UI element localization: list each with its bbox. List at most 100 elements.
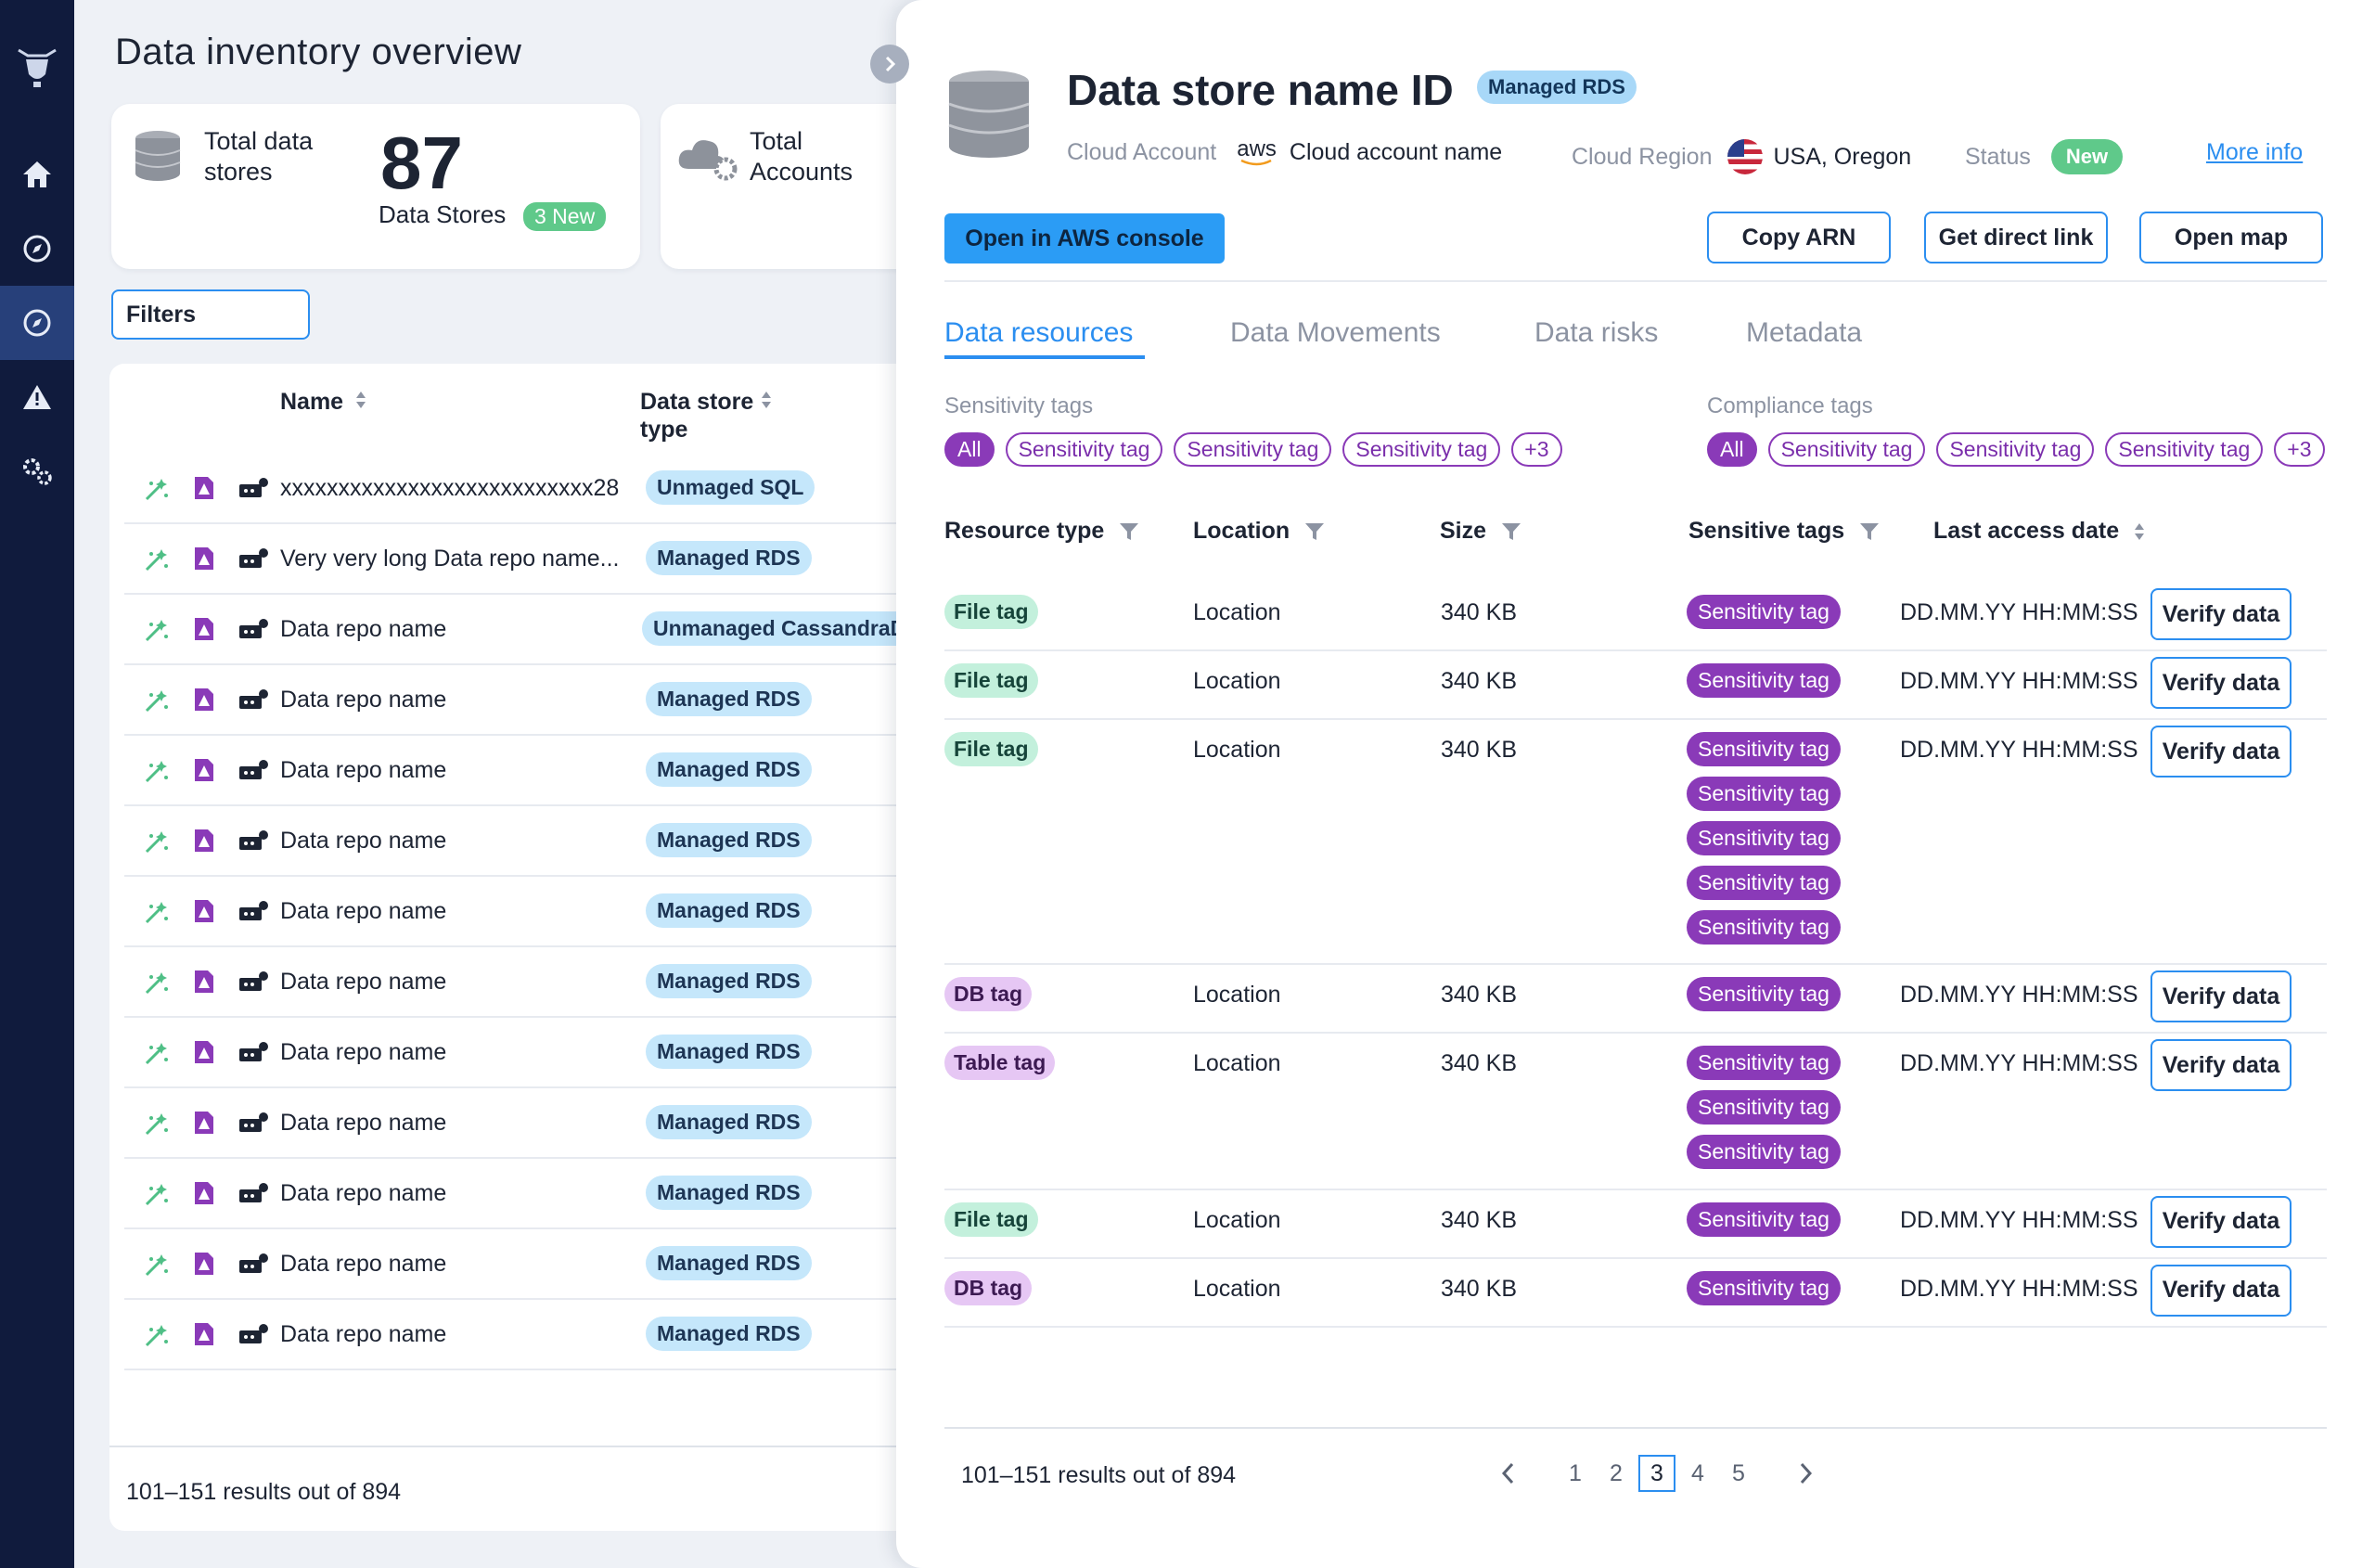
sort-icon[interactable] bbox=[355, 389, 366, 417]
column-header-size[interactable]: Size bbox=[1440, 518, 1521, 545]
data-store-name[interactable]: Data repo name bbox=[280, 1251, 447, 1277]
column-header-resource-type[interactable]: Resource type bbox=[944, 518, 1139, 545]
open-map-button[interactable]: Open map bbox=[2139, 212, 2323, 263]
tab-data-resources[interactable]: Data resources bbox=[944, 317, 1134, 348]
table-row[interactable]: Data repo name Managed RDS bbox=[124, 737, 941, 806]
sort-icon[interactable] bbox=[761, 390, 772, 415]
scan-status-icon bbox=[143, 1110, 171, 1142]
more-info-link[interactable]: More info bbox=[2206, 139, 2304, 165]
column-header-name[interactable]: Name bbox=[280, 388, 366, 417]
data-store-type-badge: Managed RDS bbox=[646, 1176, 812, 1210]
column-header-type[interactable]: Data store type bbox=[640, 388, 779, 443]
filter-icon bbox=[1120, 522, 1139, 540]
get-direct-link-button[interactable]: Get direct link bbox=[1924, 212, 2108, 263]
brand-logo-icon[interactable] bbox=[15, 37, 59, 102]
data-store-name[interactable]: xxxxxxxxxxxxxxxxxxxxxxxxxxx28 bbox=[280, 475, 620, 501]
prev-page-button[interactable] bbox=[1481, 1455, 1536, 1492]
nav-discover-icon[interactable] bbox=[0, 212, 74, 286]
page-number-button[interactable]: 1 bbox=[1569, 1459, 1582, 1486]
table-row[interactable]: DB tag Location 340 KB DD.MM.YY HH:MM:SS Sen… bbox=[944, 965, 2327, 1034]
data-store-name[interactable]: Data repo name bbox=[280, 1110, 447, 1136]
collapse-drawer-button[interactable] bbox=[870, 45, 909, 84]
table-row[interactable]: Data repo name Managed RDS bbox=[124, 1160, 941, 1229]
table-row[interactable]: DB tag Location 340 KB DD.MM.YY HH:MM:SS Sen… bbox=[944, 1259, 2327, 1328]
tab-data-risks[interactable]: Data risks bbox=[1534, 317, 1659, 348]
next-page-button[interactable] bbox=[1778, 1455, 1833, 1492]
table-row[interactable]: Data repo name Managed RDS bbox=[124, 1230, 941, 1300]
data-store-name[interactable]: Very very long Data repo name... bbox=[280, 546, 620, 572]
data-store-type-badge: Managed RDS bbox=[646, 964, 812, 998]
verify-data-button[interactable]: Verify data bbox=[2150, 970, 2292, 1022]
table-row[interactable]: Data repo name Managed RDS bbox=[124, 1089, 941, 1159]
status-label: Status bbox=[1965, 143, 2031, 170]
card-value: 87 bbox=[380, 122, 463, 204]
table-row[interactable]: Data repo name Managed RDS bbox=[124, 878, 941, 947]
tag-chip[interactable]: Sensitivity tag bbox=[2105, 432, 2264, 467]
open-aws-console-button[interactable]: Open in AWS console bbox=[944, 213, 1225, 263]
nav-inventory-icon[interactable] bbox=[0, 286, 74, 360]
store-type-badge: Managed RDS bbox=[1477, 71, 1637, 104]
last-access-cell: DD.MM.YY HH:MM:SS bbox=[1900, 599, 2138, 625]
tab-data-movements[interactable]: Data Movements bbox=[1230, 317, 1441, 348]
data-store-name[interactable]: Data repo name bbox=[280, 616, 447, 642]
filters-button[interactable]: Filters bbox=[111, 289, 310, 340]
table-row[interactable]: Table tag Location 340 KB DD.MM.YY HH:MM:SS… bbox=[944, 1034, 2327, 1190]
nav-home-icon[interactable] bbox=[0, 137, 74, 212]
table-row[interactable]: File tag Location 340 KB DD.MM.YY HH:MM:SS S… bbox=[944, 720, 2327, 965]
tag-chip-more[interactable]: +3 bbox=[1511, 432, 1562, 467]
sensitivity-tags-filter: All Sensitivity tag Sensitivity tag Sens… bbox=[944, 432, 1562, 467]
page-number-button[interactable]: 3 bbox=[1638, 1455, 1675, 1492]
tab-metadata[interactable]: Metadata bbox=[1746, 317, 1863, 348]
copy-arn-button[interactable]: Copy ARN bbox=[1707, 212, 1891, 263]
data-store-name[interactable]: Data repo name bbox=[280, 898, 447, 924]
column-header-sensitive-tags[interactable]: Sensitive tags bbox=[1688, 518, 1880, 545]
verify-data-button[interactable]: Verify data bbox=[2150, 1264, 2292, 1317]
verify-data-button[interactable]: Verify data bbox=[2150, 657, 2292, 709]
page-number-button[interactable]: 4 bbox=[1691, 1459, 1704, 1486]
tag-chip[interactable]: Sensitivity tag bbox=[1936, 432, 2095, 467]
tag-chip[interactable]: Sensitivity tag bbox=[1342, 432, 1501, 467]
tag-chip-all[interactable]: All bbox=[1707, 432, 1757, 467]
data-store-name[interactable]: Data repo name bbox=[280, 1321, 447, 1347]
table-row[interactable]: File tag Location 340 KB DD.MM.YY HH:MM:SS S… bbox=[944, 583, 2327, 651]
table-row[interactable]: Very very long Data repo name... Managed … bbox=[124, 525, 941, 595]
table-row[interactable]: Data repo name Managed RDS bbox=[124, 1019, 941, 1088]
verify-data-button[interactable]: Verify data bbox=[2150, 588, 2292, 640]
column-header-location[interactable]: Location bbox=[1193, 518, 1325, 545]
column-header-last-access[interactable]: Last access date bbox=[1933, 518, 2145, 545]
scan-status-icon bbox=[143, 757, 171, 790]
data-store-name[interactable]: Data repo name bbox=[280, 828, 447, 854]
verify-data-button[interactable]: Verify data bbox=[2150, 1039, 2292, 1091]
data-store-name[interactable]: Data repo name bbox=[280, 1180, 447, 1206]
aws-logo-icon: aws bbox=[1237, 137, 1277, 166]
sensitive-tags-list: Sensitivity tag bbox=[1687, 977, 1841, 1011]
tag-chip-all[interactable]: All bbox=[944, 432, 995, 467]
table-row[interactable]: Data repo name Unmanaged CassandraDB bbox=[124, 596, 941, 665]
page-number-button[interactable]: 2 bbox=[1610, 1459, 1623, 1486]
table-row[interactable]: Data repo name Managed RDS bbox=[124, 807, 941, 877]
verify-data-button[interactable]: Verify data bbox=[2150, 1195, 2292, 1248]
scan-status-icon bbox=[143, 475, 171, 508]
tag-chip[interactable]: Sensitivity tag bbox=[1767, 432, 1926, 467]
table-row[interactable]: Data repo name Managed RDS bbox=[124, 1301, 941, 1370]
table-row[interactable]: Data repo name Managed RDS bbox=[124, 948, 941, 1018]
tag-chip[interactable]: Sensitivity tag bbox=[1005, 432, 1163, 467]
file-warning-icon bbox=[193, 546, 215, 576]
page-number-button[interactable]: 5 bbox=[1732, 1459, 1745, 1486]
data-store-name[interactable]: Data repo name bbox=[280, 687, 447, 713]
tag-chip-more[interactable]: +3 bbox=[2274, 432, 2325, 467]
tag-chip[interactable]: Sensitivity tag bbox=[1174, 432, 1332, 467]
nav-alert-icon[interactable] bbox=[0, 360, 74, 434]
data-store-name[interactable]: Data repo name bbox=[280, 757, 447, 783]
data-store-name[interactable]: Data repo name bbox=[280, 969, 447, 995]
verify-data-button[interactable]: Verify data bbox=[2150, 726, 2292, 778]
data-store-name[interactable]: Data repo name bbox=[280, 1039, 447, 1065]
nav-settings-icon[interactable] bbox=[0, 434, 74, 508]
table-row[interactable]: xxxxxxxxxxxxxxxxxxxxxxxxxxx28 Unmaged SQL bbox=[124, 455, 941, 524]
location-cell: Location bbox=[1193, 737, 1281, 763]
cloud-account-label: Cloud Account bbox=[1067, 139, 1217, 165]
active-tab-indicator bbox=[944, 355, 1145, 359]
table-row[interactable]: File tag Location 340 KB DD.MM.YY HH:MM:SS S… bbox=[944, 1190, 2327, 1259]
table-row[interactable]: File tag Location 340 KB DD.MM.YY HH:MM:SS S… bbox=[944, 651, 2327, 720]
table-row[interactable]: Data repo name Managed RDS bbox=[124, 666, 941, 736]
